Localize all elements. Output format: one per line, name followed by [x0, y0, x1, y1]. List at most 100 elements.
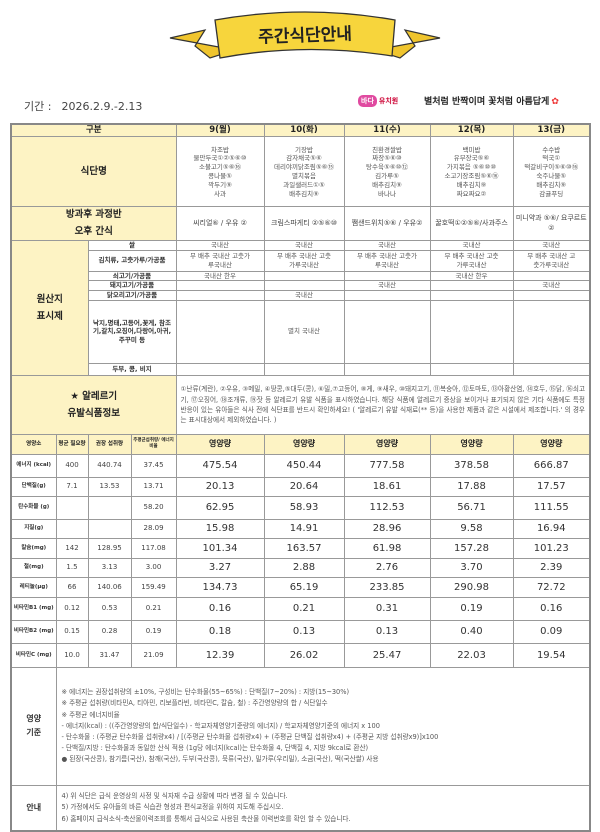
nutrition-value: 61.98 — [343, 537, 431, 559]
notice-row: 안내 4) 위 식단은 급식 운영상의 사정 및 식자재 수급 상황에 따라 변… — [10, 784, 591, 832]
nutrition-value: 666.87 — [512, 453, 591, 478]
origin-row: 두부, 콩, 비지 — [11, 362, 591, 376]
nutrition-row: 칼슘(mg) 142 128.95 117.08 101.34 163.57 61.98 15… — [10, 537, 591, 559]
nutrition-amount-header: 영양량 — [512, 433, 591, 455]
snack-label: 방과후 과정반 오후 간식 — [10, 206, 177, 241]
nutrition-value: 18.61 — [343, 476, 431, 497]
nutrition-value: 378.58 — [429, 453, 514, 478]
menu-item: 차조밥 — [211, 145, 229, 154]
nutrient-name: 철(mg) — [10, 557, 57, 578]
nutrition-value: 233.85 — [343, 576, 431, 598]
menu-item: 배추김치⑨ — [456, 180, 487, 189]
origin-value — [343, 299, 431, 364]
weekly-average: 117.08 — [130, 537, 177, 559]
nutrition-value: 72.72 — [512, 576, 591, 598]
nutrition-row: 비타민B1 (mg) 0.12 0.53 0.21 0.16 0.21 0.31 0.19 0.… — [10, 596, 591, 621]
nutrition-value: 112.53 — [343, 495, 431, 520]
origin-value — [175, 362, 265, 376]
category-header: 구분 — [10, 123, 177, 138]
nutrition-value: 9.58 — [429, 518, 514, 539]
allergy-label-line: ★ 알레르기 — [70, 390, 118, 402]
menu-item: 과일샐러드①⑤ — [283, 180, 325, 189]
menu-item: 바나나 — [378, 189, 396, 198]
nutrition-value: 777.58 — [343, 453, 431, 478]
avg-need: 1.5 — [55, 557, 89, 578]
weekly-average: 21.09 — [130, 642, 177, 668]
nutrition-row: 탄수화물 (g) 58.20 62.95 58.93 112.53 56.71 111.55 — [10, 495, 591, 520]
menu-item: 물만두국①②⑤⑥⑩ — [193, 154, 247, 163]
origin-value — [429, 299, 514, 364]
allergy-label: ★ 알레르기 유발식품정보 — [10, 374, 177, 435]
menu-item: 깍두기⑨ — [208, 180, 232, 189]
weekly-average: 3.00 — [130, 557, 177, 578]
title-banner: 주간식단안내 — [160, 8, 450, 70]
origin-item: 쌀 — [87, 239, 177, 251]
origin-value: 무 배추 국내산 고춧가루국내산 — [175, 249, 265, 272]
nutrient-name: 비타민B1 (mg) — [10, 596, 57, 621]
guide-line: ● 된장(국산콩), 참기름(국산), 참깨(국산), 두부(국산콩), 묵류(… — [61, 755, 379, 764]
recommended-intake: 0.28 — [87, 619, 132, 644]
nutrient-name: 지질(g) — [10, 518, 57, 539]
origin-item: 낙지,명태,고등어,꽃게, 참조기,갈치,오징어,다랑어,아귀, 주꾸미 등 — [87, 299, 177, 364]
slogan-text: 별처럼 반짝이며 꽃처럼 아름답게 — [424, 97, 550, 107]
origin-value: 멸치 국내산 — [263, 299, 345, 364]
nutrition-value: 2.88 — [263, 557, 345, 578]
menu-table: 구분 9(월) 10(화) 11(수) 12(목) 13(금) 식단명 차조밥 물… — [10, 123, 592, 832]
menu-item: 백미밥 — [462, 145, 481, 154]
origin-value — [429, 280, 514, 292]
menu-item: 떡국① — [542, 154, 561, 163]
origin-label-line: 표시제 — [36, 310, 63, 322]
nutrition-value: 0.16 — [175, 596, 265, 621]
weekly-average: 28.09 — [130, 518, 177, 539]
guide-label-line: 기준 — [26, 728, 42, 738]
nutrition-value: 0.13 — [263, 619, 345, 644]
nutrition-value: 14.91 — [263, 518, 345, 539]
nutrition-value: 62.95 — [175, 495, 265, 520]
origin-value: 국내산 — [343, 239, 431, 251]
nutrition-value: 0.40 — [429, 619, 514, 644]
day-header: 11(수) — [343, 123, 431, 138]
origin-value: 국내산 — [512, 239, 591, 251]
nutrition-value: 22.03 — [429, 642, 514, 668]
snack-row: 방과후 과정반 오후 간식 씨리얼⑥ / 우유 ② 크림스파게티 ②⑤⑥⑩ 쨈샌드… — [10, 206, 591, 241]
nutrition-amount-header: 영양량 — [263, 433, 345, 455]
origin-value: 국내산 한우 — [175, 270, 265, 282]
origin-value — [263, 280, 345, 292]
menu-item: 기장밥 — [295, 145, 313, 154]
nutrition-value: 28.96 — [343, 518, 431, 539]
origin-value — [175, 299, 265, 364]
menu-item: 멸치볶음 — [292, 171, 316, 180]
origin-value — [512, 270, 591, 282]
nutrition-value: 2.76 — [343, 557, 431, 578]
origin-item: 쇠고기/가공품 — [87, 270, 177, 282]
origin-value: 무 배추 국내산 고춧가루국내산 — [263, 249, 345, 272]
nutrition-value: 0.09 — [512, 619, 591, 644]
avg-need: 0.15 — [55, 619, 89, 644]
weekly-average: 13.71 — [130, 476, 177, 497]
nutrient-name: 에너지 (kcal) — [10, 453, 57, 478]
guide-label-line: 영양 — [26, 713, 42, 723]
origin-item: 두부, 콩, 비지 — [87, 362, 177, 376]
origin-value — [343, 290, 431, 301]
nutrition-value: 0.16 — [512, 596, 591, 621]
nutrition-value: 56.71 — [429, 495, 514, 520]
menu-item: 가지볶음 ⑤⑥⑩⑩ — [446, 163, 497, 172]
menu-item: 사과 — [214, 189, 226, 198]
avg-need — [55, 518, 89, 539]
weekly-average: 0.21 — [130, 596, 177, 621]
nutrient-name: 탄수화물 (g) — [10, 495, 57, 520]
origin-value: 국내산 — [429, 239, 514, 251]
slogan: 별처럼 반짝이며 꽃처럼 아름답게 ✿ — [424, 94, 559, 107]
nutrition-row: 레티놀(μg) 66 140.06 159.49 134.73 65.19 233.85 29… — [10, 576, 591, 598]
menu-item: 배추김치⑨ — [372, 180, 402, 189]
menu-item: 콩나물⑤ — [208, 171, 232, 180]
menu-cell: 친환경쌀밥 짜장⑤⑥⑩ 탕수육⑤⑥⑩⑫ 김가루⑤ 배추김치⑨ 바나나 — [343, 136, 431, 208]
avg-need: 10.0 — [55, 642, 89, 668]
nutrition-amount-header: 영양량 — [429, 433, 514, 455]
nutrient-name: 비타민C (mg) — [10, 642, 57, 668]
nutrition-guide: ※ 에너지는 권장섭취량의 ±10%, 구성비는 탄수화물(55~65%) : … — [55, 666, 591, 786]
nutrition-value: 290.98 — [429, 576, 514, 598]
menu-item: 데리야끼닭조림⑤⑥⑮ — [274, 163, 335, 172]
nutrition-row: 에너지 (kcal) 400 440.74 37.45 475.54 450.44 777.… — [10, 453, 591, 478]
